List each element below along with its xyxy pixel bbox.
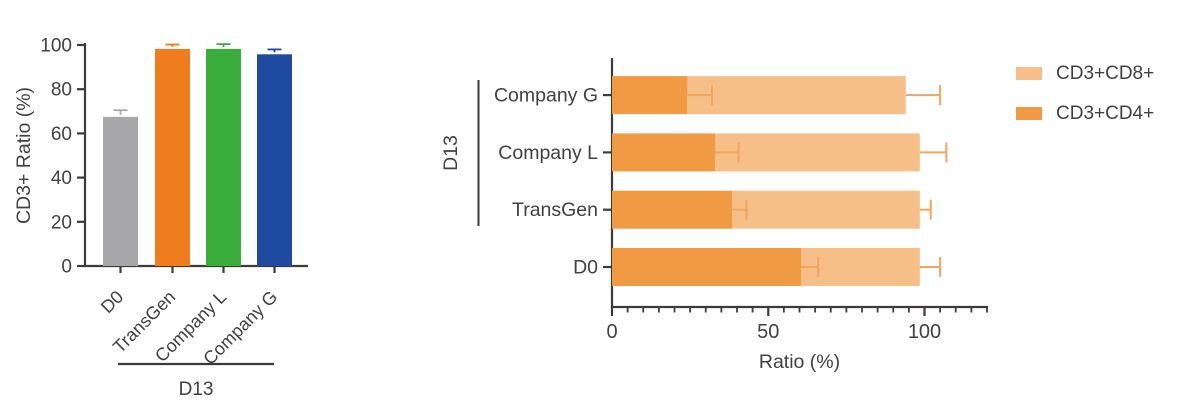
bar-d0-cd3cd4 — [612, 248, 802, 286]
category-label-company-g: Company G — [494, 85, 598, 107]
cd4-cd8-stacked-bar-chart: 0 50 100 Ratio (%) D0 TransGen Company L Compan… — [400, 0, 1196, 405]
category-label-transgen: TransGen — [512, 199, 598, 221]
category-label-d0: D0 — [573, 257, 598, 279]
cd4-cd8-stacked-bar-chart-svg: 0 50 100 Ratio (%) D0 TransGen Company L Compan… — [440, 58, 988, 373]
bar-company-g-cd3cd8 — [687, 76, 906, 115]
bar-transgen-cd3cd4 — [612, 190, 733, 229]
category-label-d0: D0 — [97, 287, 127, 317]
bar-d0-cd3cd8 — [801, 248, 920, 286]
x-axis-tick-label: 0 — [606, 321, 617, 343]
bar-company-l-cd3cd4 — [612, 133, 716, 172]
bar-company-g-cd3cd4 — [612, 76, 687, 115]
y-axis-tick-label: 80 — [51, 80, 72, 101]
bar-transgen-cd3cd8 — [732, 190, 920, 229]
y-axis-tick-label: 60 — [51, 124, 72, 145]
x-axis-title: Ratio (%) — [759, 351, 840, 373]
cd3-ratio-bar-chart: 0 20 40 60 80 100 CD3+ Ratio (%) D0 TransGen Comp… — [0, 0, 400, 405]
legend-label-cd3cd8: CD3+CD8+ — [1056, 62, 1155, 84]
bar-company-l — [206, 48, 241, 267]
bar-company-g — [257, 54, 292, 267]
y-axis-tick-label: 100 — [40, 36, 72, 57]
y-axis-title: CD3+ Ratio (%) — [13, 87, 35, 224]
legend-label-cd3cd4: CD3+CD4+ — [1056, 102, 1155, 124]
legend-swatch-cd3cd8 — [1016, 66, 1042, 80]
bar-transgen — [155, 48, 190, 267]
legend-item-cd3cd8: CD3+CD8+ — [1016, 63, 1154, 83]
bar-company-l-cd3cd8 — [715, 133, 920, 172]
legend-swatch-cd3cd4 — [1016, 106, 1042, 120]
x-axis-tick-label: 50 — [757, 321, 779, 343]
y-axis-tick-label: 20 — [51, 212, 72, 233]
y-axis-tick-label: 40 — [51, 168, 72, 189]
group-label-d13: D13 — [179, 379, 214, 400]
category-label-company-l: Company L — [498, 142, 598, 164]
legend-item-cd3cd4: CD3+CD4+ — [1016, 103, 1154, 123]
group-label-d13: D13 — [440, 135, 462, 171]
bar-d0 — [103, 116, 138, 266]
y-axis-tick-label: 0 — [61, 257, 72, 278]
x-axis-tick-label: 100 — [908, 321, 941, 343]
